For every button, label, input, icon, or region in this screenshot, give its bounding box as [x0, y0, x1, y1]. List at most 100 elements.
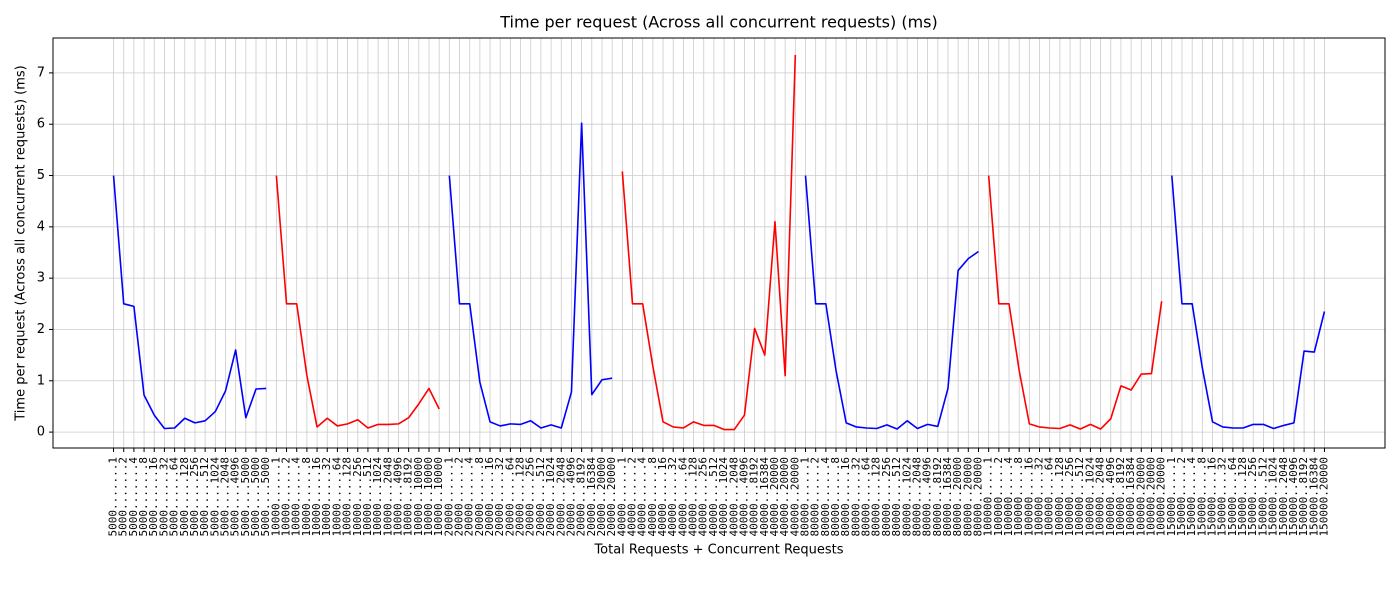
series-line	[804, 175, 979, 430]
x-tick-label: 100000.....8	[1012, 457, 1025, 536]
y-tick-label: 7	[37, 65, 45, 80]
x-tick-label: 5000....4096	[229, 457, 242, 536]
grid	[53, 38, 1385, 448]
x-tick-label: 80000......8	[829, 457, 842, 536]
x-tick-label: 150000....16	[1206, 457, 1219, 536]
series-line	[448, 122, 613, 429]
y-tick-label: 6	[37, 117, 45, 132]
x-tick-label: 80000....128	[870, 457, 883, 536]
x-tick-label: 5000......16	[147, 457, 160, 536]
x-tick-label: 100000.....1	[982, 457, 995, 536]
x-tick-label: 80000......4	[819, 457, 832, 537]
series-line	[621, 54, 797, 431]
x-tick-label: 10000.....64	[330, 457, 343, 537]
x-tick-label: 10000.....16	[310, 457, 323, 536]
x-tick-label: 20000......2	[453, 457, 466, 536]
x-tick-label: 100000..8192	[1114, 457, 1127, 536]
x-tick-label: 20000......4	[463, 457, 476, 537]
x-tick-label: 5000....2048	[218, 457, 231, 536]
x-tick-label: 5000....5000	[239, 457, 252, 536]
x-tick-label: 150000.....8	[1195, 457, 1208, 536]
x-tick-label: 10000...4096	[391, 457, 404, 536]
x-tick-label: 40000......2	[626, 457, 639, 536]
x-tick-label: 150000....64	[1226, 457, 1239, 537]
x-tick-label: 80000......1	[798, 457, 811, 536]
x-tick-label: 40000...1024	[717, 457, 730, 537]
y-tick-label: 3	[37, 271, 45, 286]
x-tick-label: 100000..1024	[1083, 457, 1096, 537]
lines	[112, 54, 1326, 431]
x-tick-label: 20000...8192	[575, 457, 588, 536]
x-tick-label: 20000......1	[442, 457, 455, 536]
x-tick-label: 80000.....16	[839, 457, 852, 536]
x-tick-label: 80000..20000	[971, 457, 984, 536]
y-tick-label: 2	[37, 322, 45, 337]
x-tick-label: 100000...128	[1053, 457, 1066, 536]
x-tick-label: 40000....256	[697, 457, 710, 536]
x-tick-label: 20000...4096	[564, 457, 577, 536]
x-tick-label: 10000..10000	[412, 457, 425, 536]
x-tick-label: 150000..4096	[1287, 457, 1300, 536]
x-tick-label: 20000......8	[473, 457, 486, 536]
x-tick-label: 40000....128	[687, 457, 700, 536]
x-tick-label: 40000.....16	[656, 457, 669, 536]
x-tick-label: 80000..16384	[941, 457, 954, 537]
y-tick-label: 0	[37, 425, 45, 440]
x-tick-label: 40000...2048	[727, 457, 740, 536]
x-axis-label: Total Requests + Concurrent Requests	[593, 543, 843, 558]
x-tick-label: 40000.....32	[666, 457, 679, 536]
x-tick-label: 100000.20000	[1144, 457, 1157, 536]
series-line	[112, 175, 267, 430]
x-tick-label: 5000.......2	[117, 457, 130, 536]
x-tick-label: 100000..2048	[1094, 457, 1107, 536]
x-tick-label: 150000.....4	[1185, 457, 1198, 537]
chart-title: Time per request (Across all concurrent …	[499, 13, 938, 32]
x-tick-label: 5000.......4	[127, 457, 140, 537]
x-tick-label: 5000.....512	[198, 457, 211, 536]
x-tick-label: 10000......4	[290, 457, 303, 537]
series-line	[275, 175, 440, 429]
x-tick-label: 10000...1024	[371, 457, 384, 537]
x-tick-label: 10000......2	[280, 457, 293, 536]
x-tick-label: 40000..20000	[778, 457, 791, 536]
y-tick-label: 1	[37, 373, 45, 388]
x-tick-label: 10000..10000	[422, 457, 435, 536]
x-tick-label: 10000....128	[341, 457, 354, 536]
y-axis-label: Time per request (Across all concurrent …	[14, 65, 29, 421]
x-tick-label: 5000......32	[157, 457, 170, 536]
x-tick-label: 5000......64	[168, 457, 181, 537]
x-tick-label: 20000.....32	[493, 457, 506, 536]
x-tick-label: 40000...8192	[748, 457, 761, 536]
x-tick-label: 150000.16384	[1307, 457, 1320, 537]
x-tick-label: 40000.....64	[676, 457, 689, 537]
x-tick-label: 40000......1	[615, 457, 628, 536]
x-tick-label: 20000..20000	[605, 457, 618, 536]
x-tick-label: 20000..16384	[585, 457, 598, 537]
x-tick-label: 40000....512	[707, 457, 720, 536]
x-tick-label: 80000..20000	[961, 457, 974, 536]
x-tick-label: 10000......8	[300, 457, 313, 536]
x-tick-label: 10000..10000	[432, 457, 445, 536]
x-tick-label: 150000...256	[1246, 457, 1259, 536]
x-tick-label: 20000....512	[534, 457, 547, 536]
plot-frame	[52, 37, 1386, 449]
x-tick-label: 100000..4096	[1104, 457, 1117, 536]
x-tick-label: 150000.20000	[1317, 457, 1330, 536]
x-tick-label: 100000.20000	[1134, 457, 1147, 536]
x-tick-label: 100000...256	[1063, 457, 1076, 536]
x-tick-label: 100000...512	[1073, 457, 1086, 536]
x-tick-label: 10000...8192	[402, 457, 415, 536]
x-tick-label: 150000..1024	[1267, 457, 1280, 537]
x-tick-label: 20000....256	[524, 457, 537, 536]
x-tick-label: 80000...4096	[921, 457, 934, 536]
x-tick-label: 20000...1024	[544, 457, 557, 537]
x-tick-label: 20000...2048	[554, 457, 567, 536]
x-tick-label: 5000....5000	[249, 457, 262, 536]
x-tick-label: 5000....5000	[259, 457, 272, 536]
x-tick-label: 100000.....4	[1002, 457, 1015, 537]
x-tick-label: 5000.......1	[107, 457, 120, 536]
x-tick-label: 40000......4	[636, 457, 649, 537]
x-tick-label: 80000......2	[809, 457, 822, 536]
x-tick-label: 150000....32	[1216, 457, 1229, 536]
y-tick-label: 5	[37, 168, 45, 183]
